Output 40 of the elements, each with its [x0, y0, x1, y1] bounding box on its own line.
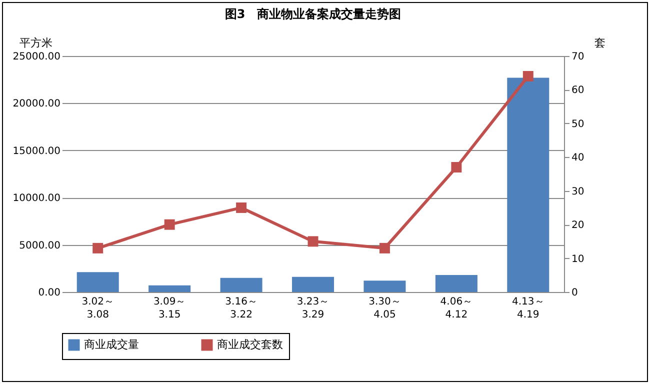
legend-label: 商业成交量: [84, 338, 139, 351]
y-tick-label: 5000.00: [19, 240, 60, 252]
bar: [364, 280, 406, 292]
y-tick-label: 10000.00: [12, 193, 60, 204]
x-tick-label: 4.13～4.19: [512, 296, 544, 320]
x-tick-label: 3.16～3.22: [225, 296, 258, 320]
y2-tick-label: 30: [572, 186, 584, 198]
x-tick-label: 3.09～3.15: [153, 296, 186, 320]
y2-tick-label: 40: [572, 152, 584, 164]
x-tick-label: 4.06～4.12: [440, 296, 473, 320]
x-tick-label: 3.02～3.08: [82, 296, 114, 320]
bar: [292, 276, 334, 292]
bar: [435, 275, 478, 292]
y2-tick-label: 70: [572, 52, 584, 62]
bar: [507, 78, 550, 292]
y2-axis-title: 套: [594, 36, 606, 50]
point: [236, 202, 247, 213]
x-tick-label: 3.30～4.05: [368, 296, 401, 320]
y2-tick-label: 20: [572, 220, 584, 232]
y2-tick-label: 50: [572, 118, 584, 130]
bar: [76, 272, 119, 292]
bar: [220, 278, 262, 292]
chart-title: 图3 商业物业备案成交量走势图: [224, 7, 402, 21]
y-tick-label: 15000.00: [12, 146, 60, 157]
y2-tick-label: 60: [572, 85, 584, 96]
y-axis-title: 平方米: [20, 36, 52, 50]
legend-label: 商业成交套数: [217, 338, 283, 351]
point: [522, 70, 534, 82]
point: [308, 236, 318, 247]
y-tick-label: 0.00: [38, 288, 60, 298]
y-tick-label: 20000.00: [12, 98, 60, 110]
point: [451, 162, 462, 172]
y2-tick-label: 0: [572, 288, 578, 298]
point: [92, 242, 104, 254]
point: [379, 242, 390, 254]
x-tick-label: 3.23～3.29: [296, 296, 330, 320]
bar: [148, 285, 191, 292]
y2-tick-label: 10: [572, 254, 584, 265]
y-tick-label: 25000.00: [12, 52, 60, 62]
point: [164, 219, 175, 230]
